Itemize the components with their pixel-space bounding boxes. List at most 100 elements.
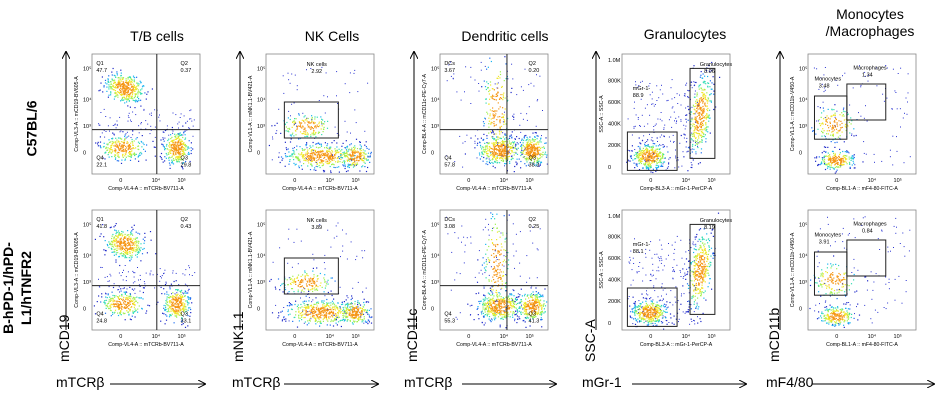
gate-name: Q2: [181, 217, 188, 223]
panel-4-row-2: 0 10⁴ 10⁵ 1.0M 800K 600K 400K 200K 0 Comp-BL3-A :…: [599, 209, 732, 348]
gate-name: DCs: [444, 217, 455, 223]
y-tick-label: 10⁴: [431, 253, 440, 260]
gate-name: Q3: [181, 312, 188, 318]
y-tick-label: 10³: [257, 124, 265, 130]
gate-name: Q2: [529, 61, 536, 67]
column-title-dc: Dendritic cells: [461, 28, 549, 44]
x-tick-label: 0: [119, 334, 122, 340]
y-param-label: Comp-VL3-A :: mCD19-BV605-A: [74, 76, 80, 152]
gate-value: 2.92: [311, 69, 322, 75]
gate-value: 41.3: [529, 319, 540, 325]
y-tick-label: 10³: [799, 280, 807, 286]
x-tick-label: 10⁵: [352, 333, 360, 340]
x-tick-label: 0: [119, 178, 122, 184]
gate-name: Q4: [96, 312, 103, 318]
x-tick-label: 10⁵: [894, 333, 902, 340]
gate-value: 38.3: [529, 163, 540, 169]
x-param-label: Comp-BL1-A :: mF4-80-FITC-A: [826, 342, 898, 348]
y-tick-label: 10³: [799, 124, 807, 130]
panel-frame: [91, 53, 201, 175]
y-tick-label: 0: [431, 306, 434, 312]
gate-name: Q4: [444, 312, 451, 318]
y-tick-label: 10⁵: [83, 221, 91, 228]
gate-value: 88.9: [633, 93, 644, 99]
x-tick-label: 0: [467, 178, 470, 184]
panel-frame: [621, 209, 731, 331]
gate-value: 88.1: [633, 249, 644, 255]
gate-name: Q2: [181, 61, 188, 67]
gate-value: 8.06: [704, 69, 715, 75]
gate-name: Q3: [529, 312, 536, 318]
x-tick-label: 10⁴: [152, 177, 161, 184]
y-param-label: SSC-A :: SSC-A: [599, 95, 605, 133]
x-tick-label: 10⁴: [682, 177, 691, 184]
gate-name: Q4: [444, 156, 451, 162]
panel-frame: [621, 53, 731, 175]
x-tick-label: 10⁴: [682, 333, 691, 340]
monocyte-gate: [813, 95, 848, 140]
gate-value: 1.34: [862, 73, 873, 79]
mgr1-neg-gate: [626, 287, 678, 327]
y-tick-label: 10³: [83, 280, 91, 286]
xlabel-col5: mF4/80: [766, 374, 814, 390]
monocyte-gate: [813, 251, 848, 296]
y-tick-label: 0: [257, 150, 260, 156]
y-param-label: SSC-A :: SSC-A: [599, 251, 605, 289]
x-tick-label: 10⁵: [708, 333, 716, 340]
x-tick-label: 10⁵: [526, 177, 534, 184]
y-param-label: Comp-VL3-A :: mCD19-BV605-A: [74, 232, 80, 308]
gate-name: Q1: [96, 61, 103, 67]
x-tick-label: 0: [835, 178, 838, 184]
panel-frame: [265, 209, 375, 331]
gate-name: Q3: [529, 156, 536, 162]
mgr1-neg-gate: [626, 131, 678, 171]
gate-value: 0.37: [181, 68, 192, 74]
x-param-label: Comp-VL4-A :: mTCRb-BV711-A: [456, 342, 532, 348]
gate-name: Q3: [181, 156, 188, 162]
x-tick-label: 10⁴: [868, 333, 877, 340]
gate-value: 55.3: [444, 319, 455, 325]
x-tick-label: 10⁵: [526, 333, 534, 340]
y-tick-label: 10⁵: [431, 65, 439, 72]
gate-value: 24.8: [96, 319, 107, 325]
panel-frame: [439, 53, 549, 175]
column-title-mono: Monocytes /Macrophages: [810, 6, 930, 40]
y-param-label: Comp-VL1-A :: mCD11b-V450-A: [790, 232, 796, 307]
xlabel-col2: mTCRβ: [232, 374, 281, 390]
column-title-tb: T/B cells: [130, 28, 184, 44]
y-tick-label: 10⁵: [799, 221, 807, 228]
panel-4-row-1: 0 10⁴ 10⁵ 1.0M 800K 600K 400K 200K 0 Comp-BL3-A :…: [599, 53, 732, 192]
y-tick-label: 800K: [608, 234, 621, 240]
y-tick-label: 600K: [608, 100, 621, 106]
y-tick-label: 200K: [608, 299, 621, 305]
y-tick-label: 0: [608, 165, 611, 171]
x-tick-label: 0: [293, 334, 296, 340]
gate-value: 47.7: [96, 68, 107, 74]
x-tick-label: 0: [835, 334, 838, 340]
gate-value: 41.8: [96, 224, 107, 230]
gate-value: 29.8: [181, 163, 192, 169]
y-tick-label: 10⁴: [257, 97, 266, 104]
x-tick-label: 10⁴: [152, 333, 161, 340]
gate-name: Monocytes: [814, 232, 841, 238]
xlabel-col3: mTCRβ: [404, 374, 453, 390]
x-tick-label: 0: [649, 178, 652, 184]
xlabel-col4: mGr-1: [582, 374, 622, 390]
y-tick-label: 10⁵: [83, 65, 91, 72]
gate-value: 0.43: [181, 224, 192, 230]
gate-value: 8.19: [704, 225, 715, 231]
x-tick-label: 10⁴: [326, 333, 335, 340]
x-param-label: Comp-BL3-A :: mGr-1-PerCP-A: [640, 342, 713, 348]
y-tick-label: 600K: [608, 256, 621, 262]
y-tick-label: 10⁵: [431, 221, 439, 228]
x-param-label: Comp-VL4-A :: mTCRb-BV711-A: [456, 186, 532, 192]
y-tick-label: 10⁴: [83, 97, 92, 104]
x-param-label: Comp-VL4-A :: mTCRb-BV711-A: [108, 342, 184, 348]
x-param-label: Comp-BL3-A :: mGr-1-PerCP-A: [640, 186, 713, 192]
